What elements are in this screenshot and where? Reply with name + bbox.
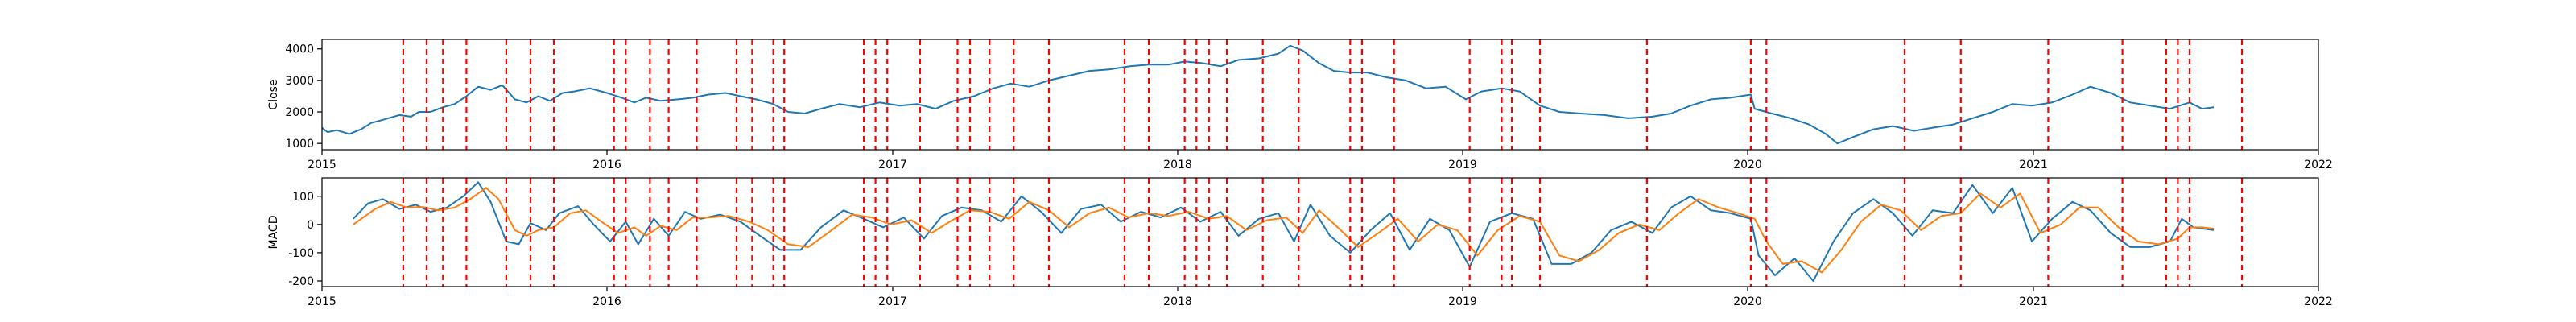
x-tick-label: 2015: [308, 295, 336, 308]
y-tick-label: 1000: [285, 138, 314, 151]
axes-frame: [321, 39, 2319, 151]
x-tick-label: 2018: [1163, 159, 1192, 171]
y-tick-label: -200: [288, 275, 314, 288]
x-tick-label: 2020: [1733, 295, 1762, 308]
y-tick-label: 0: [307, 219, 314, 232]
x-tick-label: 2019: [1448, 295, 1477, 308]
y-axis-label: Close: [267, 79, 280, 109]
x-tick-label: 2019: [1448, 159, 1477, 171]
x-tick-label: 2017: [878, 159, 907, 171]
y-tick-label: -100: [288, 247, 314, 260]
x-tick-label: 2016: [592, 295, 621, 308]
y-tick-label: 4000: [285, 43, 314, 56]
x-tick-label: 2021: [2019, 159, 2048, 171]
x-tick-label: 2018: [1163, 295, 1192, 308]
series-line-1: [321, 44, 2215, 145]
y-tick-label: 100: [292, 191, 314, 204]
x-tick-label: 2016: [592, 159, 621, 171]
series-line-2: [353, 187, 2215, 274]
panel-macd: 2015 2016 2017 2018 2019 2020 2021 2022 -200 -100…: [267, 177, 2333, 308]
y-tick-label: 3000: [285, 75, 314, 88]
y-axis-label: MACD: [267, 216, 280, 250]
x-tick-label: 2022: [2304, 295, 2333, 308]
y-tick-label: 2000: [285, 106, 314, 119]
x-tick-label: 2015: [308, 159, 336, 171]
axes-frame: [321, 177, 2319, 287]
x-tick-label: 2020: [1733, 159, 1762, 171]
series-line-1: [353, 181, 2215, 282]
x-tick-label: 2022: [2304, 159, 2333, 171]
x-tick-label: 2017: [878, 295, 907, 308]
x-tick-label: 2021: [2019, 295, 2048, 308]
panel-close: 2015 2016 2017 2018 2019 2020 2021 2022 1000 2000…: [267, 39, 2333, 171]
